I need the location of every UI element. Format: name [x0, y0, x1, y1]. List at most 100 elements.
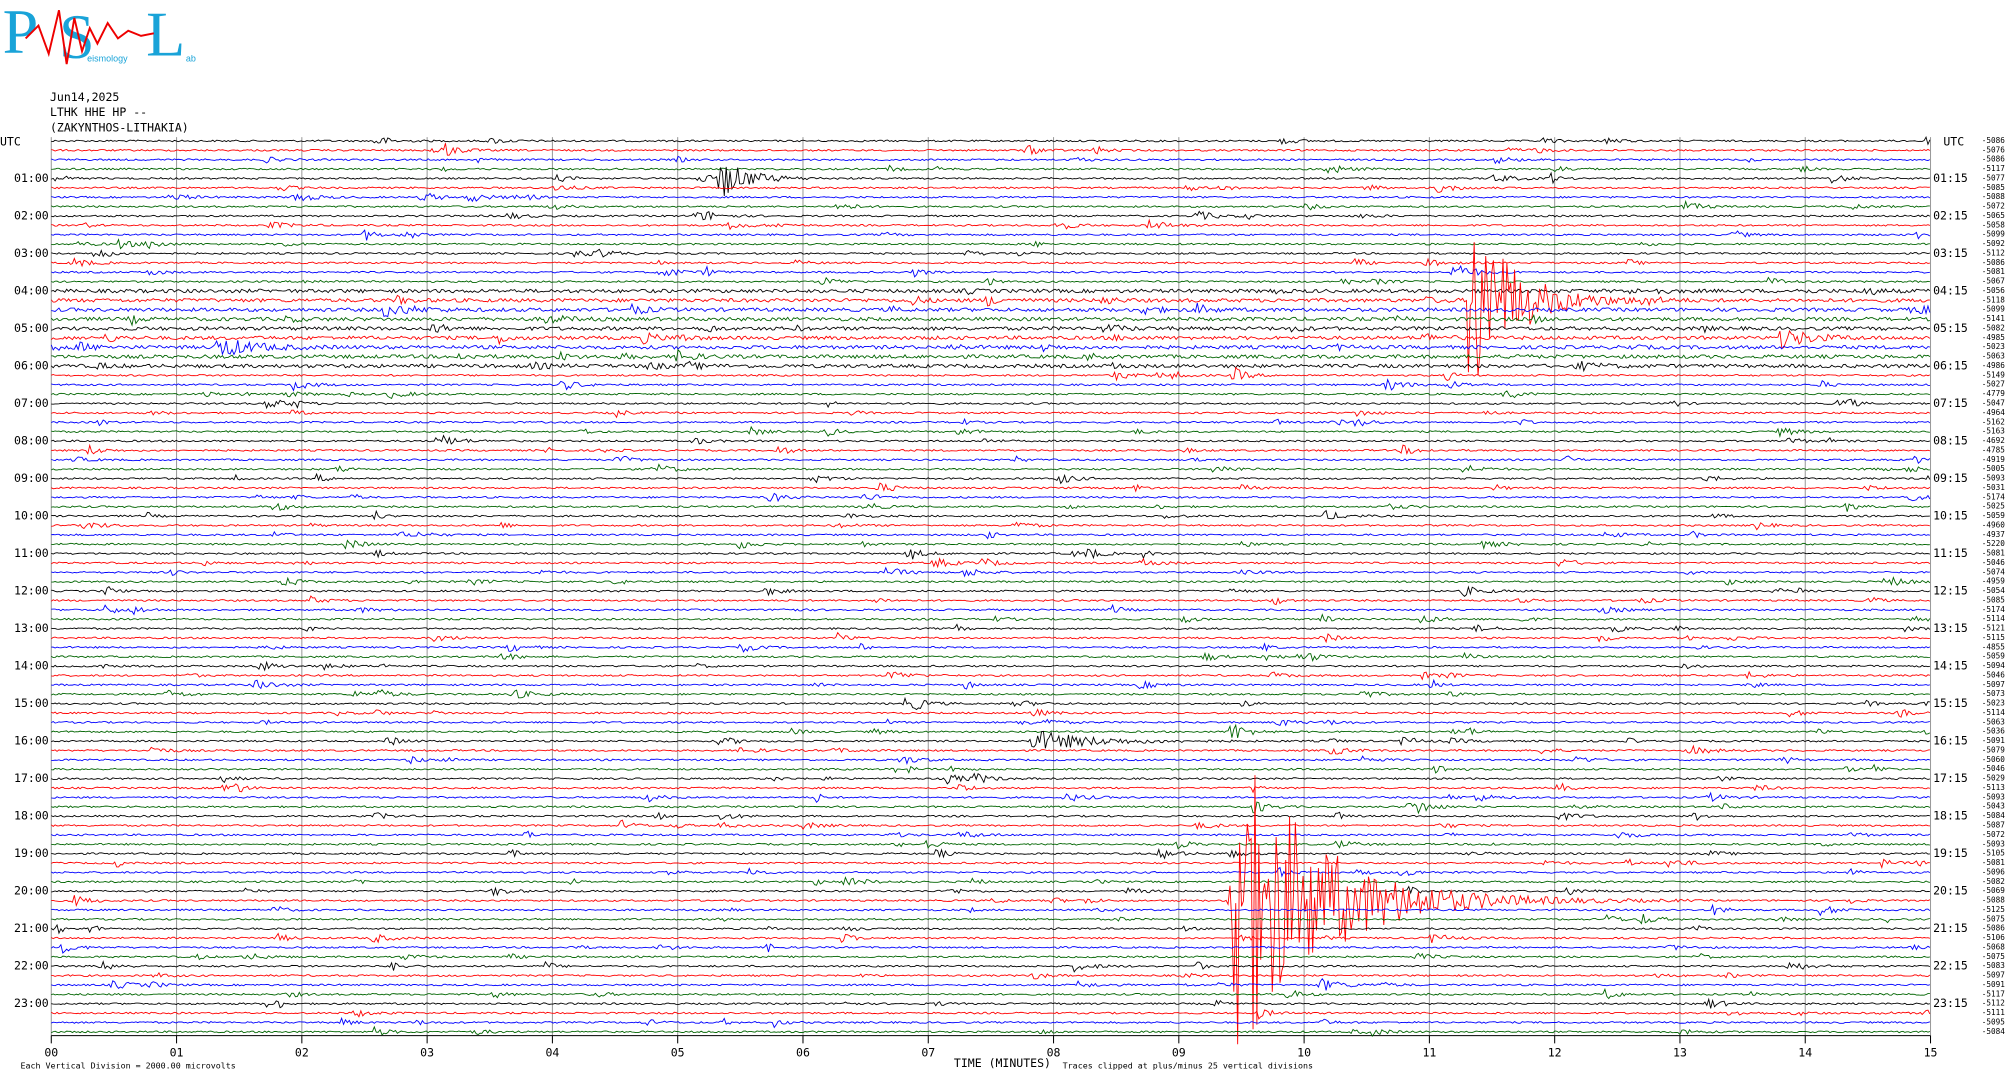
trace — [51, 903, 1931, 917]
x-tick-label: 15 — [1924, 1046, 1938, 1060]
hour-label: 11:00 — [14, 546, 49, 560]
trace-offset: -5023 — [1982, 342, 2005, 351]
hour-label: 18:00 — [14, 809, 49, 823]
trace-offset: -5023 — [1982, 699, 2005, 708]
labels: 00 01 02 03 04 05 06 07 08 09 10 11 12 13 14 15 01:00 02:… — [14, 136, 2005, 1060]
trace-offset: -5058 — [1982, 220, 2005, 229]
trace — [51, 257, 1930, 268]
trace-offset: -5074 — [1982, 567, 2005, 576]
trace — [51, 287, 1931, 296]
trace — [51, 913, 1930, 925]
trace-offset: -5082 — [1982, 323, 2005, 332]
trace — [51, 164, 1930, 174]
traces — [50, 135, 1931, 1045]
trace — [51, 521, 1931, 531]
trace-offset: -5031 — [1982, 483, 2005, 492]
trace-offset: -4986 — [1982, 361, 2005, 370]
hour-label: 12:00 — [14, 584, 49, 598]
trace — [51, 1025, 1931, 1037]
trace-offset: -5075 — [1982, 914, 2005, 923]
left-axis-title: UTC — [0, 135, 21, 149]
trace-offset: -5121 — [1982, 624, 2005, 633]
trace — [51, 1016, 1931, 1029]
trace-offset: -5163 — [1982, 427, 2005, 436]
trace-offset: -4937 — [1982, 530, 2005, 539]
trace — [51, 642, 1931, 653]
trace-offset: -5093 — [1982, 792, 2005, 801]
trace — [51, 166, 1930, 197]
trace — [51, 651, 1930, 663]
hour-label: 07:15 — [1933, 396, 1968, 410]
trace — [51, 866, 1931, 878]
trace — [51, 801, 1931, 815]
trace — [51, 1009, 1931, 1020]
trace-offset: -5063 — [1982, 352, 2005, 361]
trace-offset: -4959 — [1982, 577, 2005, 586]
hour-label: 09:00 — [14, 471, 49, 485]
logo-word: eismology — [87, 53, 128, 63]
x-tick-label: 11 — [1422, 1046, 1436, 1060]
logo-word: ab — [186, 53, 196, 63]
trace — [51, 772, 1930, 785]
trace — [51, 576, 1931, 586]
hour-label: 16:00 — [14, 734, 49, 748]
date: Jun14,2025 — [50, 90, 119, 104]
trace — [51, 482, 1931, 493]
hour-label: 02:15 — [1933, 208, 1968, 222]
x-tick-label: 13 — [1673, 1046, 1687, 1060]
trace-offset: -5096 — [1982, 867, 2005, 876]
hour-label: 21:15 — [1933, 921, 1968, 935]
trace-offset: -5056 — [1982, 286, 2005, 295]
trace-offset: -5088 — [1982, 896, 2005, 905]
x-tick-label: 07 — [921, 1046, 935, 1060]
trace — [51, 660, 1930, 672]
trace — [50, 819, 1930, 831]
trace-offset: -5087 — [1982, 821, 2005, 830]
trace-offset: -5092 — [1982, 239, 2005, 248]
trace — [51, 135, 1931, 146]
trace-offset: -5005 — [1982, 464, 2005, 473]
hour-label: 06:15 — [1933, 358, 1968, 372]
trace — [51, 155, 1931, 165]
trace — [51, 398, 1930, 410]
logo-letter: S — [59, 1, 95, 72]
hour-label: 14:00 — [14, 659, 49, 673]
trace-offset: -5084 — [1982, 1027, 2005, 1036]
trace-offset: -5043 — [1982, 802, 2005, 811]
trace — [51, 302, 1931, 318]
trace — [51, 509, 1930, 521]
hour-label: 07:00 — [14, 396, 49, 410]
trace-offset: -5063 — [1982, 717, 2005, 726]
trace — [51, 613, 1931, 624]
trace-offset: -5141 — [1982, 314, 2005, 323]
trace — [51, 744, 1930, 755]
trace — [51, 348, 1931, 362]
trace-offset: -5060 — [1982, 755, 2005, 764]
trace — [51, 409, 1931, 419]
trace-offset: -5091 — [1982, 736, 2005, 745]
trace-offset: -5069 — [1982, 886, 2005, 895]
trace-offset: -5081 — [1982, 267, 2005, 276]
trace — [51, 623, 1931, 633]
trace — [50, 943, 1931, 954]
trace — [51, 425, 1930, 439]
hour-label: 08:00 — [14, 434, 49, 448]
trace-offset: -5046 — [1982, 670, 2005, 679]
hour-label: 05:15 — [1933, 321, 1968, 335]
trace — [51, 678, 1930, 690]
trace — [51, 184, 1930, 193]
trace — [50, 329, 1931, 349]
trace-offset: -5073 — [1982, 689, 2005, 698]
trace — [51, 791, 1931, 804]
hour-label: 03:00 — [14, 246, 49, 260]
logo-letter: L — [146, 0, 185, 70]
hour-label: 22:15 — [1933, 959, 1968, 973]
trace — [51, 557, 1931, 569]
location: (ZAKYNTHOS-LITHAKIA) — [50, 121, 189, 135]
trace-offset: -5054 — [1982, 586, 2005, 595]
trace-offset: -4960 — [1982, 520, 2005, 529]
trace-offset: -5059 — [1982, 652, 2005, 661]
hour-label: 06:00 — [14, 358, 49, 372]
logo-letter: P — [3, 0, 39, 67]
trace — [51, 472, 1931, 485]
